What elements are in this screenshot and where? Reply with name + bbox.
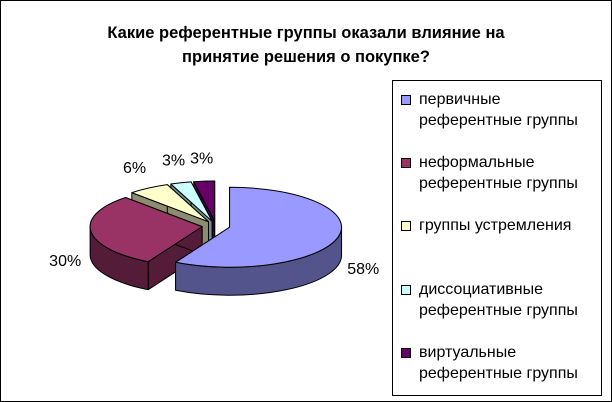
legend: первичные референтные группы неформальные…: [392, 80, 602, 396]
slice-top: [175, 186, 343, 268]
legend-swatch: [401, 221, 411, 231]
data-label: 58%: [347, 261, 379, 278]
data-label: 3%: [190, 150, 213, 167]
data-label: 30%: [49, 253, 81, 270]
legend-swatch: [401, 348, 411, 358]
legend-swatch: [401, 95, 411, 105]
legend-label: виртуальные референтные группы: [419, 344, 578, 382]
legend-item: группы устремления: [401, 215, 597, 236]
legend-swatch: [401, 285, 411, 295]
data-label: 3%: [162, 153, 185, 170]
plot: 58% 30% 6% 3% 3%: [49, 150, 379, 296]
data-label: 6%: [123, 160, 146, 177]
slice-top: [193, 180, 216, 222]
slice-top: [131, 184, 209, 223]
legend-swatch: [401, 158, 411, 168]
legend-label: диссоциативные референтные группы: [419, 281, 578, 319]
legend-item: диссоциативные референтные группы: [401, 279, 597, 321]
legend-item: первичные референтные группы: [401, 89, 597, 131]
pie-slice: [89, 196, 203, 291]
legend-item: виртуальные референтные группы: [401, 342, 597, 384]
legend-label: первичные референтные группы: [419, 91, 578, 129]
legend-label: группы устремления: [419, 217, 572, 234]
legend-label: неформальные референтные группы: [419, 154, 578, 192]
pie-slice: [175, 186, 343, 296]
slice-top: [89, 196, 203, 263]
slice-top: [170, 181, 213, 222]
chart-title: Какие референтные группы оказали влияние…: [107, 24, 505, 66]
legend-item: неформальные референтные группы: [401, 152, 597, 194]
